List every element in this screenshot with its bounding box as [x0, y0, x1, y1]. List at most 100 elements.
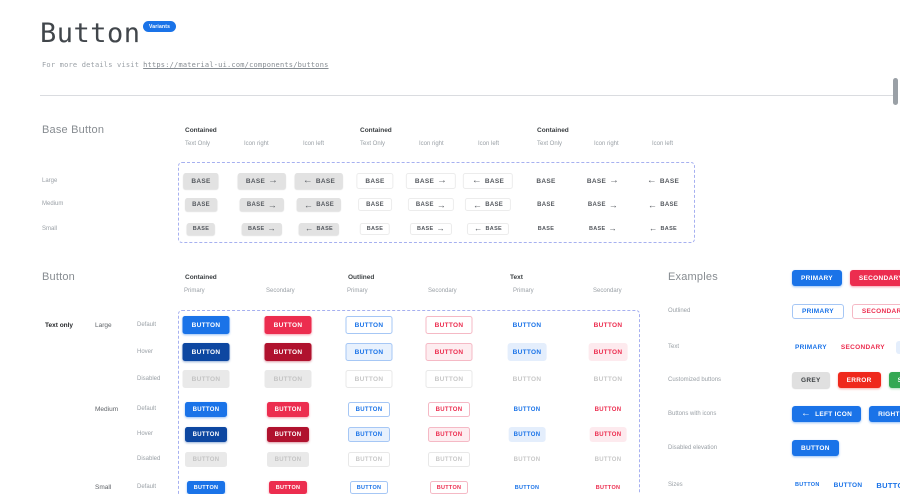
base-button-outlined-md-plain[interactable]: BASE: [358, 198, 392, 211]
base-button-contained-sm-left[interactable]: ← BASE: [298, 223, 340, 235]
scrollbar-thumb[interactable]: [893, 78, 898, 105]
button-outlined-secondary-lg-disabled[interactable]: BUTTON: [425, 370, 473, 388]
example-button-primary[interactable]: PRIMARY: [792, 341, 830, 354]
example-button-primary[interactable]: PRIMARY: [792, 303, 844, 319]
button-label: BASE: [416, 226, 434, 232]
button-outlined-primary-lg-default[interactable]: BUTTON: [345, 316, 393, 334]
button-contained-primary-lg-disabled[interactable]: BUTTON: [182, 370, 230, 388]
button-label: BUTTON: [275, 484, 301, 491]
button-label: BUTTON: [435, 431, 463, 438]
base-button-text-sm-left[interactable]: ← BASE: [643, 223, 683, 235]
button-outlined-primary-lg-disabled[interactable]: BUTTON: [345, 370, 393, 388]
group-header: Contained: [537, 127, 569, 134]
button-outlined-primary-md-default[interactable]: BUTTON: [348, 402, 390, 417]
base-button-contained-md-left[interactable]: ← BASE: [296, 198, 342, 211]
example-button-secondary[interactable]: SECONDARY: [849, 270, 900, 286]
base-button-contained-lg-left[interactable]: ← BASE: [294, 173, 344, 189]
button-outlined-primary-md-disabled[interactable]: BUTTON: [348, 452, 390, 467]
example-button-primary[interactable]: PRIMARY: [792, 270, 842, 286]
button-contained-primary-lg-hover[interactable]: BUTTON: [182, 343, 230, 361]
button-contained-secondary-lg-default[interactable]: BUTTON: [264, 316, 312, 334]
button-text-secondary-sm-default[interactable]: BUTTON: [591, 481, 626, 494]
docs-link[interactable]: https://material-ui.com/components/butto…: [143, 61, 329, 69]
example-button-success[interactable]: SUCCESS: [888, 372, 900, 388]
button-text-secondary-lg-default[interactable]: BUTTON: [589, 316, 628, 334]
button-text-secondary-lg-disabled[interactable]: BUTTON: [589, 370, 628, 388]
base-button-contained-md-right[interactable]: BASE →: [239, 198, 285, 211]
button-text-secondary-md-hover[interactable]: BUTTON: [589, 427, 627, 442]
example-button-secondary[interactable]: SECONDARY: [838, 341, 888, 354]
base-button-outlined-sm-left[interactable]: ← BASE: [466, 223, 510, 235]
button-text-secondary-md-disabled[interactable]: BUTTON: [590, 452, 627, 467]
button-label: BUTTON: [274, 456, 302, 463]
base-button-contained-sm-plain[interactable]: BASE: [186, 223, 216, 235]
base-button-contained-lg-right[interactable]: BASE →: [237, 173, 287, 189]
button-text-primary-lg-disabled[interactable]: BUTTON: [508, 370, 547, 388]
button-contained-secondary-lg-hover[interactable]: BUTTON: [264, 343, 312, 361]
base-button-outlined-sm-plain[interactable]: BASE: [359, 223, 391, 235]
example-button-button[interactable]: BUTTON: [792, 480, 823, 491]
button-label: BUTTON: [594, 406, 622, 413]
button-text-primary-md-hover[interactable]: BUTTON: [508, 427, 546, 442]
base-button-text-lg-left[interactable]: ← BASE: [639, 173, 687, 189]
button-outlined-primary-sm-default[interactable]: BUTTON: [350, 481, 388, 494]
button-label: BASE: [366, 201, 384, 208]
base-button-text-sm-right[interactable]: BASE →: [583, 223, 623, 235]
base-button-contained-lg-plain[interactable]: BASE: [183, 173, 219, 189]
button-text-primary-lg-hover[interactable]: BUTTON: [507, 343, 547, 361]
button-contained-secondary-md-default[interactable]: BUTTON: [267, 402, 309, 417]
base-button-outlined-sm-right[interactable]: BASE →: [409, 223, 453, 235]
button-outlined-primary-lg-hover[interactable]: BUTTON: [345, 343, 393, 361]
base-button-outlined-md-right[interactable]: BASE →: [407, 198, 455, 211]
base-button-text-lg-right[interactable]: BASE →: [579, 173, 627, 189]
button-contained-primary-md-disabled[interactable]: BUTTON: [185, 452, 227, 467]
base-button-contained-sm-right[interactable]: BASE →: [241, 223, 283, 235]
button-outlined-secondary-md-default[interactable]: BUTTON: [428, 402, 470, 417]
button-outlined-primary-md-hover[interactable]: BUTTON: [348, 427, 390, 442]
button-contained-primary-sm-default[interactable]: BUTTON: [187, 481, 225, 494]
example-button-left-icon[interactable]: ← LEFT ICON: [792, 406, 862, 422]
base-button-text-lg-plain[interactable]: BASE: [528, 173, 563, 189]
button-contained-primary-md-hover[interactable]: BUTTON: [185, 427, 227, 442]
button-contained-secondary-md-hover[interactable]: BUTTON: [267, 427, 309, 442]
button-label: BUTTON: [593, 375, 623, 383]
example-button-secondary[interactable]: SECONDARY: [851, 303, 900, 319]
button-outlined-secondary-lg-hover[interactable]: BUTTON: [425, 343, 473, 361]
base-button-panel: [178, 162, 695, 243]
example-button-error[interactable]: ERROR: [837, 372, 881, 388]
button-outlined-secondary-sm-default[interactable]: BUTTON: [430, 481, 468, 494]
example-button-button[interactable]: BUTTON: [831, 479, 866, 492]
example-button-button[interactable]: BUTTON: [792, 440, 839, 456]
example-button-right-icon[interactable]: RIGHT ICON→: [869, 406, 900, 422]
button-contained-secondary-sm-default[interactable]: BUTTON: [269, 481, 307, 494]
base-button-outlined-md-left[interactable]: ← BASE: [464, 198, 512, 211]
base-button-contained-md-plain[interactable]: BASE: [185, 198, 217, 211]
button-label: BUTTON: [512, 375, 542, 383]
button-text-primary-md-disabled[interactable]: BUTTON: [509, 452, 546, 467]
example-button-button[interactable]: BUTTON: [873, 478, 900, 493]
button-label: BASE: [192, 201, 210, 208]
button-outlined-secondary-md-hover[interactable]: BUTTON: [428, 427, 470, 442]
button-text-secondary-md-default[interactable]: BUTTON: [590, 402, 627, 417]
button-text-secondary-lg-hover[interactable]: BUTTON: [588, 343, 628, 361]
row-label-small: Small: [42, 226, 58, 232]
base-button-outlined-lg-left[interactable]: ← BASE: [462, 173, 514, 189]
base-button-text-md-right[interactable]: BASE →: [581, 198, 625, 211]
base-button-outlined-lg-plain[interactable]: BASE: [356, 173, 394, 189]
button-contained-secondary-md-disabled[interactable]: BUTTON: [267, 452, 309, 467]
button-contained-secondary-lg-disabled[interactable]: BUTTON: [264, 370, 312, 388]
button-contained-primary-md-default[interactable]: BUTTON: [185, 402, 227, 417]
button-outlined-secondary-lg-default[interactable]: BUTTON: [425, 316, 473, 334]
example-button-primary[interactable]: PRIMARY: [895, 340, 900, 354]
base-button-outlined-lg-right[interactable]: BASE →: [405, 173, 457, 189]
button-text-primary-md-default[interactable]: BUTTON: [509, 402, 546, 417]
base-button-text-sm-plain[interactable]: BASE: [532, 223, 560, 235]
button-text-primary-lg-default[interactable]: BUTTON: [508, 316, 547, 334]
button-text-primary-sm-default[interactable]: BUTTON: [510, 481, 545, 494]
button-contained-primary-lg-default[interactable]: BUTTON: [182, 316, 230, 334]
button-outlined-secondary-md-disabled[interactable]: BUTTON: [428, 452, 470, 467]
example-button-grey[interactable]: GREY: [792, 372, 830, 388]
base-button-text-md-plain[interactable]: BASE: [530, 198, 562, 211]
column-header: Text Only: [537, 141, 563, 147]
base-button-text-md-left[interactable]: ← BASE: [641, 198, 685, 211]
